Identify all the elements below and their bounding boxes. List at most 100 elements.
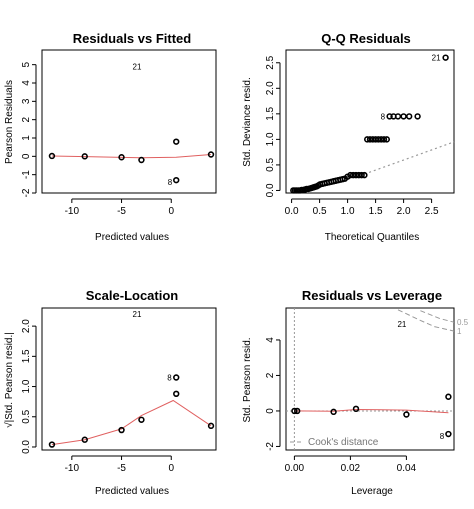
y-tick-label: 1.0 (21, 379, 32, 393)
y-tick-label: 2.0 (21, 319, 32, 333)
data-point (442, 54, 449, 61)
plot-frame (41, 307, 217, 451)
y-tick-label: 0.0 (21, 440, 32, 454)
data-point (369, 136, 376, 143)
data-point (173, 374, 180, 381)
x-tick-label: 1.5 (369, 206, 383, 217)
x-tick-label: 0 (168, 463, 174, 474)
y-tick-label: -2 (265, 442, 276, 451)
y-tick-label: 4 (21, 80, 32, 86)
data-point (366, 136, 374, 143)
y-tick-label: 2 (265, 372, 276, 378)
data-point (383, 136, 390, 143)
x-axis: 0.0 0.5 1.0 1.5 2.0 2.5 (285, 198, 439, 217)
x-tick-label: 0 (168, 206, 174, 217)
data-point (207, 151, 215, 158)
plot-frame (41, 49, 217, 194)
y-tick-label: 0.5 (265, 158, 276, 172)
panel2-ylabel: Std. Deviance resid. (242, 77, 253, 167)
y-tick-label: 0.0 (265, 183, 276, 197)
data-point (118, 154, 125, 161)
y-tick-label: 0.5 (21, 409, 32, 423)
panel2-xlabel: Theoretical Quantiles (325, 232, 420, 243)
x-tick-label: 2.5 (425, 206, 439, 217)
data-point (294, 407, 301, 415)
y-tick-label: 5 (21, 61, 32, 67)
y-tick-label: 2.5 (265, 55, 276, 69)
x-tick-label: 0.04 (397, 463, 417, 474)
y-tick-label: 3 (21, 98, 32, 104)
data-point (386, 113, 393, 120)
data-point (330, 408, 337, 416)
data-point (81, 436, 88, 443)
y-tick-label: 1.5 (265, 106, 276, 120)
data-point (361, 171, 368, 179)
data-point (358, 171, 365, 179)
x-axis: 0.00 0.02 0.04 (285, 455, 417, 474)
x-tick-label: 1.0 (341, 206, 355, 217)
y-tick-label: 1.0 (265, 132, 276, 146)
point-label: 8 (381, 112, 386, 121)
data-point (380, 136, 388, 143)
panel-qq-residuals: Q-Q Residuals Theoretical Quantiles Std.… (242, 31, 419, 243)
data-point (352, 405, 360, 413)
y-axis: 0.0 0.5 1.0 1.5 2.0 2.5 (265, 55, 281, 197)
smoother-line (51, 154, 212, 159)
plot-frame (285, 307, 455, 451)
panel1-xlabel: Predicted values (95, 232, 169, 243)
y-tick-label: 1 (21, 135, 32, 141)
point-label: 8 (168, 178, 173, 187)
data-point (445, 393, 452, 400)
cooks-contour-label: 0.5 (457, 318, 469, 327)
data-point (355, 171, 362, 179)
data-point (48, 152, 56, 160)
data-point (173, 176, 180, 184)
panel3-xlabel: Predicted values (95, 486, 169, 497)
panel-3-marks: -10 -5 0 0.0 0.5 1.0 1.5 2.0 21 8 (21, 307, 217, 474)
panel3-title: Scale-Location (86, 288, 179, 303)
y-tick-label: 2.0 (265, 81, 276, 95)
x-tick-label: 2.0 (397, 206, 411, 217)
x-tick-label: 0.0 (285, 206, 299, 217)
panel1-title: Residuals vs Fitted (73, 31, 192, 46)
cooks-distance-contour (420, 310, 455, 323)
data-point (414, 113, 421, 120)
data-point (403, 411, 410, 418)
plot-frame (285, 49, 455, 194)
y-tick-label: 0 (21, 153, 32, 159)
x-axis: -10 -5 0 (65, 198, 174, 217)
data-point (48, 441, 56, 448)
panel-scale-location: Scale-Location Predicted values √|Std. P… (3, 288, 178, 497)
x-tick-label: -5 (117, 463, 126, 474)
smoother-line (51, 399, 212, 446)
x-tick-label: 0.5 (313, 206, 327, 217)
panel4-xlabel: Leverage (351, 486, 393, 497)
x-tick-label: -10 (65, 463, 80, 474)
data-point (394, 113, 402, 120)
data-point (138, 156, 145, 164)
x-tick-label: 0.02 (341, 463, 361, 474)
y-tick-label: -1 (21, 170, 32, 179)
point-label: 8 (440, 432, 445, 441)
y-axis: -2 -1 0 1 2 3 4 5 (21, 61, 37, 197)
data-point (118, 426, 125, 434)
data-point (375, 136, 382, 143)
data-point (207, 422, 215, 430)
data-point (81, 153, 88, 160)
data-point (400, 113, 407, 120)
data-point (173, 390, 180, 398)
y-tick-label: 4 (265, 337, 276, 343)
panel-2-marks: 0.0 0.5 1.0 1.5 2.0 2.5 0.0 0.5 1.0 1.5 2.0 2.5 8 21 (265, 49, 455, 217)
data-point (138, 416, 145, 423)
y-axis: 0.0 0.5 1.0 1.5 2.0 (21, 319, 37, 454)
point-label: 21 (133, 310, 142, 319)
panel4-ylabel: Std. Pearson resid. (242, 337, 253, 422)
cooks-contour-label: 1 (457, 327, 462, 336)
y-axis: -2 0 2 4 (265, 337, 281, 451)
point-label: 21 (133, 63, 142, 72)
y-tick-label: 1.5 (21, 349, 32, 363)
data-point (445, 430, 452, 438)
